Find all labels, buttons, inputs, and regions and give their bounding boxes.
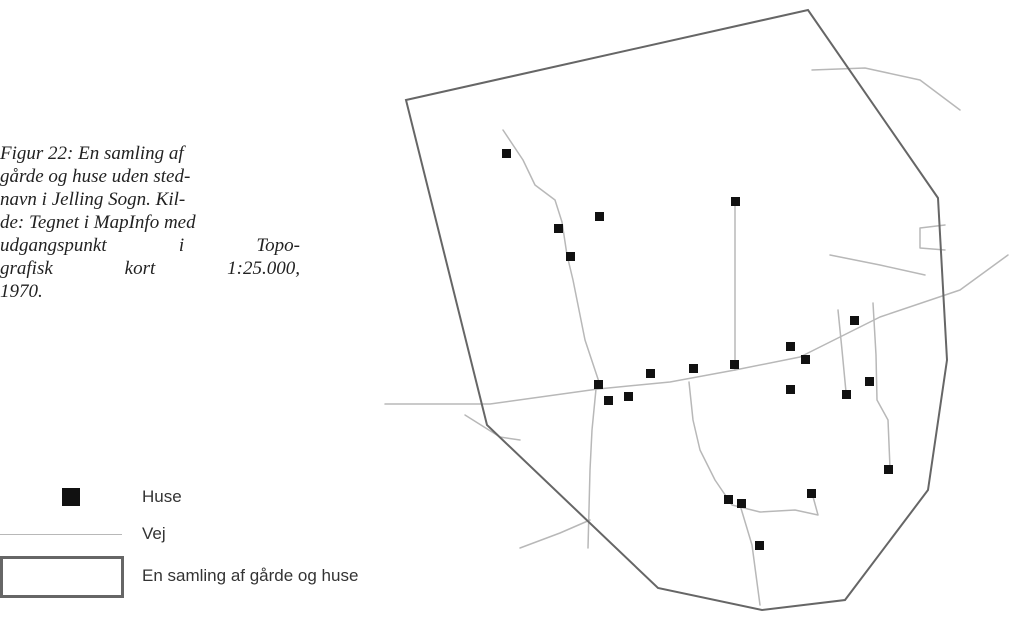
map-legend: Huse Vej En samling af gårde og huse <box>0 486 420 616</box>
roads <box>384 67 1009 606</box>
road-south-bottom <box>739 504 761 606</box>
legend-row-houses: Huse <box>0 486 420 512</box>
caption-line: 1970. <box>0 281 43 302</box>
road-main-west-east <box>384 254 1009 405</box>
house-marker <box>624 392 633 401</box>
road-west-branch <box>464 414 521 441</box>
road-east-notch <box>919 224 946 251</box>
legend-label-area: En samling af gårde og huse <box>142 566 359 585</box>
road-symbol-icon <box>0 534 122 535</box>
house-marker <box>724 495 733 504</box>
area-symbol-icon <box>0 556 124 598</box>
house-marker <box>850 316 859 325</box>
road-east-short <box>829 254 926 276</box>
house-marker <box>595 212 604 221</box>
caption-line: gårde og huse uden sted- <box>0 166 191 187</box>
house-marker <box>604 396 613 405</box>
houses <box>502 149 893 550</box>
road-east-spur <box>837 309 847 393</box>
caption-line: de: Tegnet i MapInfo med <box>0 212 196 233</box>
house-marker <box>865 377 874 386</box>
road-south-loop <box>688 381 819 516</box>
legend-row-road: Vej <box>0 522 420 548</box>
road-north-to-village <box>502 129 601 386</box>
house-marker <box>786 342 795 351</box>
legend-label-road: Vej <box>142 524 166 543</box>
settlement-boundary <box>404 8 949 612</box>
house-marker <box>502 149 511 158</box>
house-marker <box>842 390 851 399</box>
road-southwest-exit <box>519 519 591 549</box>
caption-line: udgangspunkt i Topo- <box>0 235 300 256</box>
caption-line: Figur 22: En samling af <box>0 143 184 164</box>
caption-line: grafisk kort 1:25.000, <box>0 258 300 279</box>
house-marker <box>594 380 603 389</box>
legend-label-houses: Huse <box>142 487 182 506</box>
house-marker <box>807 489 816 498</box>
caption-line: navn i Jelling Sogn. Kil- <box>0 189 186 210</box>
house-marker <box>554 224 563 233</box>
house-marker <box>689 364 698 373</box>
figure-caption: Figur 22: En samling af gårde og huse ud… <box>0 142 300 303</box>
road-northeast <box>811 67 961 111</box>
legend-row-area: En samling af gårde og huse <box>0 554 420 598</box>
house-marker <box>566 252 575 261</box>
road-south-west <box>587 388 597 549</box>
house-marker <box>737 499 746 508</box>
house-marker <box>731 197 740 206</box>
house-symbol-icon <box>62 488 80 506</box>
house-marker <box>801 355 810 364</box>
house-marker <box>646 369 655 378</box>
house-marker <box>786 385 795 394</box>
road-east-south <box>872 302 891 469</box>
house-marker <box>755 541 764 550</box>
house-marker <box>884 465 893 474</box>
house-marker <box>730 360 739 369</box>
